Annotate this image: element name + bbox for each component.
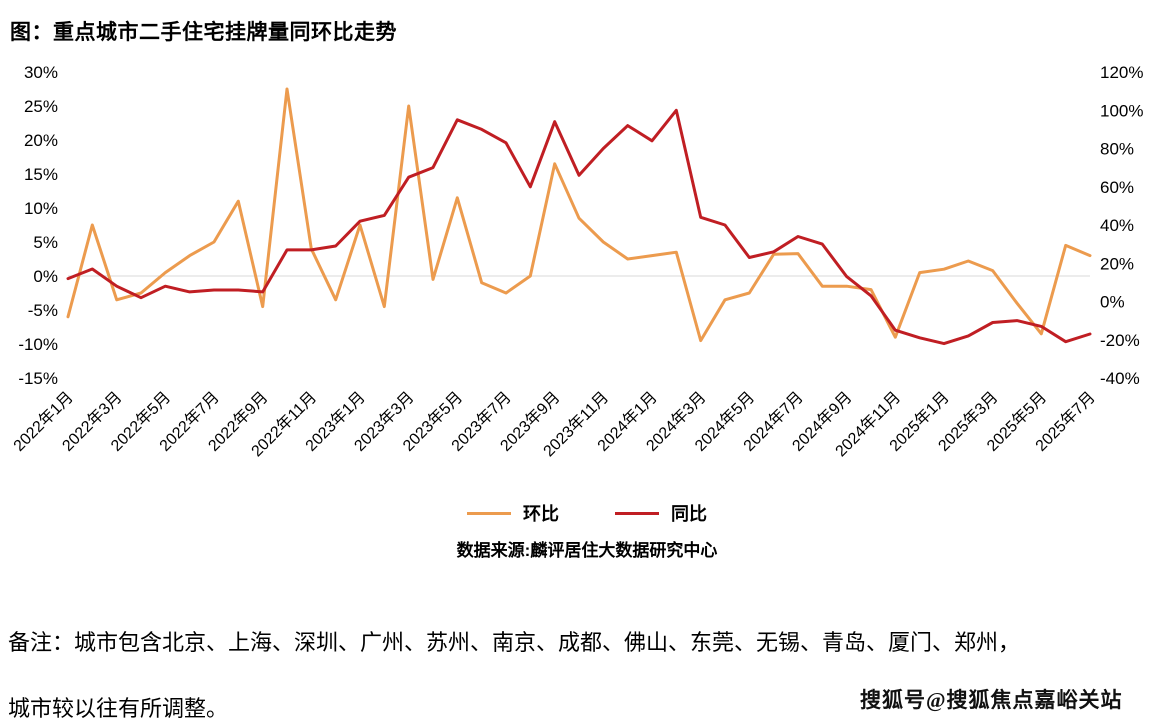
svg-text:0%: 0% <box>33 267 58 286</box>
line-chart: 30% 25% 20% 15% 10% 5% 0% -5% -10% -15% 120% 100% 80… <box>10 63 1143 460</box>
svg-text:5%: 5% <box>33 233 58 252</box>
svg-text:40%: 40% <box>1100 216 1134 235</box>
legend-label-mom: 环比 <box>523 504 559 524</box>
svg-text:15%: 15% <box>24 165 58 184</box>
legend-item-yoy: 同比 <box>615 500 707 526</box>
svg-text:60%: 60% <box>1100 178 1134 197</box>
svg-text:0%: 0% <box>1100 293 1125 312</box>
svg-text:-5%: -5% <box>28 301 58 320</box>
svg-text:-10%: -10% <box>18 335 58 354</box>
chart-title: 图：重点城市二手住宅挂牌量同环比走势 <box>10 21 397 44</box>
legend-label-yoy: 同比 <box>671 504 707 524</box>
svg-text:25%: 25% <box>24 97 58 116</box>
svg-text:80%: 80% <box>1100 140 1134 159</box>
legend-item-mom: 环比 <box>467 500 559 526</box>
svg-text:10%: 10% <box>24 199 58 218</box>
chart-legend: 环比 同比 <box>0 500 1174 526</box>
svg-text:100%: 100% <box>1100 101 1143 120</box>
svg-text:20%: 20% <box>24 131 58 150</box>
footnote-line-1: 备注：城市包含北京、上海、深圳、广州、苏州、南京、成都、佛山、东莞、无锡、青岛、… <box>8 630 1021 655</box>
svg-text:-40%: -40% <box>1100 369 1140 388</box>
svg-text:30%: 30% <box>24 63 58 82</box>
legend-line-mom-icon <box>467 511 511 515</box>
svg-text:-20%: -20% <box>1100 331 1140 350</box>
watermark: 搜狐号@搜狐焦点嘉峪关站 <box>860 688 1123 712</box>
footnote: 备注：城市包含北京、上海、深圳、广州、苏州、南京、成都、佛山、东莞、无锡、青岛、… <box>8 610 1168 721</box>
data-source: 数据来源:麟评居住大数据研究中心 <box>456 541 718 560</box>
svg-text:120%: 120% <box>1100 63 1143 82</box>
legend-line-yoy-icon <box>615 511 659 515</box>
svg-text:20%: 20% <box>1100 254 1134 273</box>
footnote-line-2: 城市较以往有所调整。 <box>8 696 229 721</box>
svg-text:-15%: -15% <box>18 369 58 388</box>
